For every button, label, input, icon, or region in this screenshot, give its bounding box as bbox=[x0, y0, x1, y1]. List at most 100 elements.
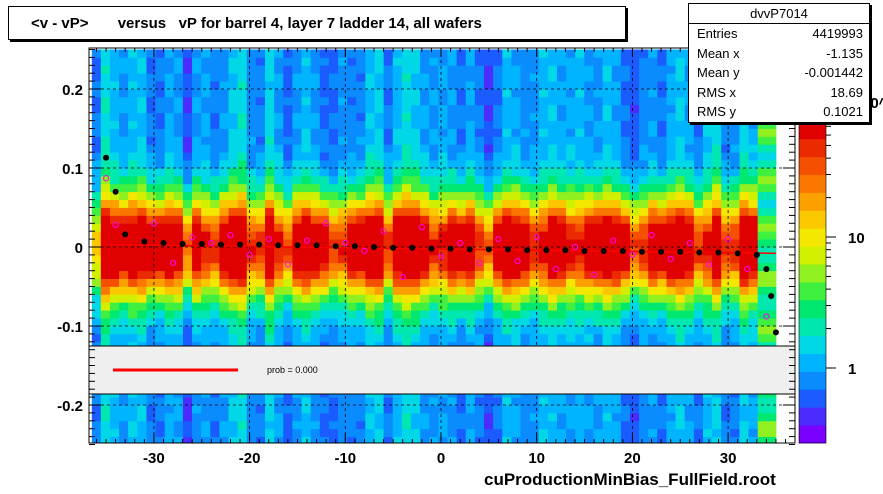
heatmap-cell bbox=[219, 278, 229, 287]
heatmap-cell bbox=[338, 73, 348, 82]
heatmap-cell bbox=[164, 420, 175, 430]
heatmap-cell bbox=[137, 136, 147, 145]
heatmap-cell bbox=[429, 175, 439, 185]
heatmap-cell bbox=[666, 262, 676, 272]
heatmap-cell bbox=[392, 270, 403, 279]
heatmap-cell bbox=[538, 223, 549, 232]
heatmap-cell bbox=[292, 191, 302, 200]
heatmap-cell bbox=[292, 175, 302, 185]
heatmap-cell bbox=[255, 397, 266, 406]
stats-value: 4419993 bbox=[812, 26, 863, 41]
heatmap-cell bbox=[529, 199, 540, 208]
heatmap-cell bbox=[164, 278, 175, 287]
heatmap-cell bbox=[456, 436, 467, 443]
heatmap-cell bbox=[748, 254, 759, 264]
heatmap-cell bbox=[666, 104, 676, 114]
heatmap-cell bbox=[739, 215, 749, 224]
heatmap-cell bbox=[438, 262, 448, 272]
heatmap-cell bbox=[639, 175, 649, 185]
heatmap-cell bbox=[383, 397, 394, 406]
heatmap-cell bbox=[748, 160, 759, 169]
black-marker bbox=[734, 250, 741, 257]
heatmap-cell bbox=[748, 239, 759, 248]
open-marker bbox=[571, 243, 579, 251]
heatmap-cell bbox=[301, 412, 312, 422]
heatmap-cell bbox=[283, 65, 293, 74]
heatmap-cell bbox=[265, 57, 275, 66]
heatmap-cell bbox=[146, 318, 156, 327]
heatmap-cell bbox=[301, 73, 312, 82]
heatmap-cell bbox=[620, 215, 631, 224]
heatmap-cell bbox=[109, 215, 120, 224]
heatmap-cell bbox=[392, 310, 403, 319]
heatmap-cell bbox=[493, 239, 503, 248]
heatmap-cell bbox=[456, 302, 467, 311]
heatmap-cell bbox=[438, 128, 448, 137]
heatmap-cell bbox=[283, 120, 293, 129]
heatmap-cell bbox=[274, 333, 284, 343]
heatmap-cell bbox=[556, 326, 567, 335]
heatmap-cell bbox=[365, 112, 375, 121]
heatmap-cell bbox=[675, 231, 686, 240]
heatmap-cell bbox=[593, 183, 603, 193]
heatmap-cell bbox=[283, 405, 293, 414]
heatmap-cell bbox=[511, 294, 521, 303]
heatmap-cell bbox=[629, 278, 640, 287]
heatmap-cell bbox=[438, 65, 448, 74]
heatmap-cell bbox=[146, 239, 156, 248]
heatmap-cell bbox=[493, 175, 503, 185]
heatmap-cell bbox=[584, 302, 594, 311]
open-marker bbox=[284, 261, 291, 268]
heatmap-cell bbox=[438, 302, 448, 311]
heatmap-cell bbox=[547, 302, 558, 311]
heatmap-cell bbox=[675, 278, 686, 287]
heatmap-cell bbox=[173, 49, 184, 58]
heatmap-cell bbox=[575, 183, 585, 193]
heatmap-cell bbox=[128, 270, 138, 279]
heatmap-cell bbox=[474, 112, 485, 121]
heatmap-cell bbox=[283, 191, 293, 200]
heatmap-cell bbox=[438, 223, 448, 232]
heatmap-cell bbox=[584, 405, 594, 414]
heatmap-cell bbox=[520, 215, 531, 224]
heatmap-cell bbox=[556, 199, 567, 208]
heatmap-cell bbox=[538, 175, 549, 185]
heatmap-cell bbox=[420, 199, 430, 208]
black-marker bbox=[275, 242, 282, 249]
heatmap-cell bbox=[301, 65, 312, 74]
heatmap-cell bbox=[109, 136, 120, 145]
heatmap-cell bbox=[219, 160, 229, 169]
heatmap-cell bbox=[173, 144, 184, 153]
heatmap-cell bbox=[383, 223, 394, 232]
heatmap-cell bbox=[219, 310, 229, 319]
heatmap-cell bbox=[146, 270, 156, 279]
heatmap-cell bbox=[766, 412, 777, 422]
heatmap-cell bbox=[319, 231, 330, 240]
heatmap-cell bbox=[201, 223, 211, 232]
heatmap-cell bbox=[155, 420, 166, 430]
heatmap-cell bbox=[383, 215, 394, 224]
heatmap-cell bbox=[648, 81, 658, 90]
heatmap-cell bbox=[538, 436, 549, 443]
heatmap-cell bbox=[210, 199, 220, 208]
heatmap-cell bbox=[529, 270, 540, 279]
heatmap-cell bbox=[547, 270, 558, 279]
heatmap-cell bbox=[310, 112, 321, 121]
heatmap-cell bbox=[456, 405, 467, 414]
heatmap-cell bbox=[629, 318, 640, 327]
heatmap-cell bbox=[730, 310, 740, 319]
heatmap-cell bbox=[593, 89, 603, 98]
heatmap-cell bbox=[484, 215, 494, 224]
heatmap-cell bbox=[693, 333, 704, 343]
heatmap-cell bbox=[666, 207, 676, 216]
heatmap-cell bbox=[702, 397, 713, 406]
heatmap-cell bbox=[246, 136, 257, 145]
heatmap-cell bbox=[675, 310, 686, 319]
heatmap-cell bbox=[702, 199, 713, 208]
heatmap-cell bbox=[566, 262, 576, 272]
heatmap-cell bbox=[420, 191, 430, 200]
heatmap-cell bbox=[91, 333, 102, 343]
heatmap-cell bbox=[274, 286, 284, 295]
heatmap-cell bbox=[383, 144, 394, 153]
heatmap-cell bbox=[465, 96, 476, 106]
